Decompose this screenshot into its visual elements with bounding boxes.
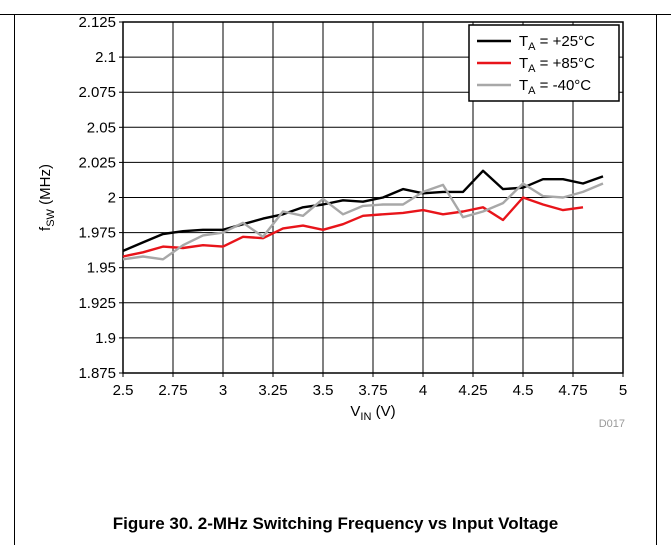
x-tick-label: 3.25	[258, 382, 287, 399]
y-axis-label: fSW (MHz)	[37, 164, 57, 231]
y-tick-label: 1.875	[78, 365, 116, 382]
y-tick-label: 1.925	[78, 295, 116, 312]
left-frame-border	[14, 14, 15, 545]
figure-caption: Figure 30. 2-MHz Switching Frequency vs …	[112, 514, 559, 533]
x-tick-label: 2.5	[113, 382, 134, 399]
x-tick-label: 3.75	[358, 382, 387, 399]
x-tick-label: 3	[219, 382, 227, 399]
y-tick-label: 2.05	[87, 119, 116, 136]
series-line-1	[122, 169, 604, 253]
top-frame-border	[0, 0, 671, 15]
x-tick-label: 4.75	[558, 382, 587, 399]
legend-label-3: TA = -40°C	[519, 77, 591, 97]
y-tick-label: 1.95	[87, 260, 116, 277]
x-axis-label: VIN (V)	[350, 403, 395, 423]
legend-label-1: TA = +25°C	[519, 33, 595, 53]
x-tick-label: 4.5	[513, 382, 534, 399]
x-tick-label: 5	[619, 382, 627, 399]
series-line-2	[122, 196, 584, 258]
plot-area-border	[122, 21, 624, 374]
y-tick-label: 2.075	[78, 84, 116, 101]
x-tick-label: 3.5	[313, 382, 334, 399]
figure-code: D017	[599, 418, 625, 430]
y-tick-label: 2.025	[78, 154, 116, 171]
x-tick-label: 4.25	[458, 382, 487, 399]
y-tick-label: 1.975	[78, 225, 116, 242]
series-line-3	[122, 182, 604, 261]
legend-label-2: TA = +85°C	[519, 55, 595, 75]
y-tick-label: 1.9	[95, 330, 116, 347]
x-tick-label: 4	[419, 382, 427, 399]
x-tick-label: 2.75	[158, 382, 187, 399]
right-frame-border	[656, 14, 657, 545]
y-tick-label: 2	[108, 190, 116, 207]
y-tick-label: 2.125	[78, 14, 116, 31]
y-tick-label: 2.1	[95, 49, 116, 66]
